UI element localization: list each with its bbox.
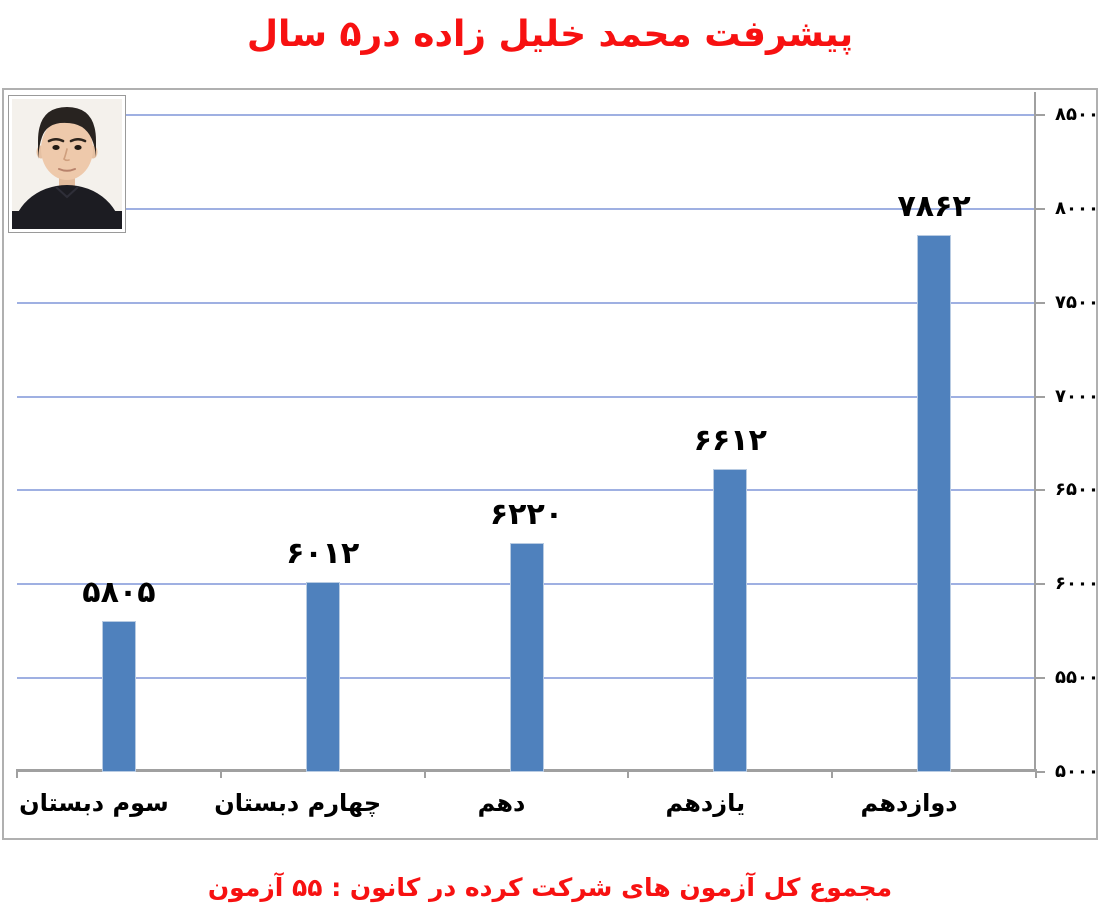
x-axis-label: سوم دبستان [19, 789, 169, 817]
x-axis-tick [219, 772, 222, 778]
bar [713, 469, 748, 772]
x-axis-label: دهم [477, 789, 526, 817]
y-axis-tick-label: ۸۰۰۰ [1055, 197, 1099, 219]
gridline [17, 207, 1036, 210]
x-axis-tick [831, 772, 834, 778]
y-axis-tick-label: ۷۰۰۰ [1055, 385, 1099, 407]
bar-value-label: ۶۶۱۲ [693, 423, 767, 459]
y-axis-tick [1036, 677, 1045, 680]
gridline [17, 395, 1036, 398]
y-axis-tick-label: ۵۵۰۰ [1055, 667, 1099, 689]
y-axis-tick [1036, 301, 1045, 304]
y-axis-tick-label: ۶۰۰۰ [1055, 573, 1099, 595]
gridline [17, 114, 1036, 116]
x-axis-tick [1035, 772, 1037, 778]
chart-frame: ۵۰۰۰ ۵۵۰۰ ۶۰۰۰ ۶۵۰۰ ۷۰۰۰ ۷۵۰۰ ۸۰۰۰ ۸۵۰۰ ۵۸۰۵ سوم … [2, 88, 1099, 840]
y-axis-tick [1036, 489, 1045, 492]
bar [509, 542, 544, 772]
y-axis-tick-label: ۵۰۰۰ [1055, 761, 1099, 782]
x-axis-label: یازدهم [665, 789, 746, 817]
gridline [17, 489, 1036, 492]
page-title: پیشرفت محمد خلیل زاده در۵ سال [246, 14, 854, 55]
y-axis-tick [1036, 114, 1045, 116]
student-photo [8, 95, 126, 233]
x-axis-tick [627, 772, 630, 778]
bar [101, 620, 136, 772]
bar [917, 234, 952, 772]
bar-value-label: ۶۲۲۰ [489, 496, 564, 532]
gridline [17, 301, 1036, 304]
y-axis-line [1034, 92, 1036, 770]
y-axis-tick [1036, 583, 1045, 586]
bar-value-label: ۶۰۱۲ [286, 536, 360, 572]
y-axis-tick-label: ۸۵۰۰ [1055, 104, 1099, 125]
y-axis-tick-label: ۶۵۰۰ [1055, 479, 1099, 501]
x-axis-tick [423, 772, 426, 778]
student-portrait-icon [12, 99, 122, 229]
bar-value-label: ۵۸۰۵ [82, 574, 156, 610]
x-axis-tick [16, 772, 18, 778]
y-axis-tick-label: ۷۵۰۰ [1055, 291, 1099, 313]
y-axis-tick [1036, 771, 1045, 773]
x-axis-label: دوازدهم [860, 789, 958, 817]
y-axis-tick [1036, 395, 1045, 398]
bar [305, 582, 340, 772]
y-axis-tick [1036, 207, 1045, 210]
x-axis-label: چهارم دبستان [214, 789, 382, 817]
plot-area: ۵۰۰۰ ۵۵۰۰ ۶۰۰۰ ۶۵۰۰ ۷۰۰۰ ۷۵۰۰ ۸۰۰۰ ۸۵۰۰ ۵۸۰۵ سوم … [16, 92, 1099, 817]
bar-value-label: ۷۸۶۲ [897, 188, 971, 224]
footer-caption: مجموع کل آزمون های شرکت کرده در کانون : … [207, 873, 893, 902]
